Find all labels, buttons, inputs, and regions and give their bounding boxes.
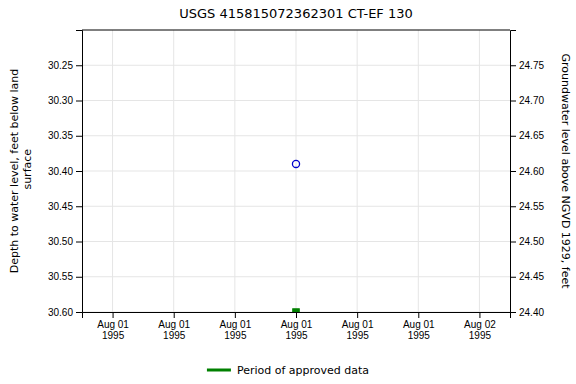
tick-label: 30.55	[48, 271, 73, 282]
grid-line	[82, 276, 510, 277]
tick-mark	[510, 171, 516, 172]
tick-label: Aug 011995	[342, 319, 374, 341]
tick-mark	[510, 277, 516, 278]
x-axis: Aug 011995 Aug 011995 Aug 011995 Aug 011995…	[83, 312, 511, 341]
tick: 30.35	[48, 130, 82, 141]
tick-mark	[510, 312, 516, 313]
point	[293, 309, 299, 312]
tick-mark	[76, 136, 82, 137]
tick-mark	[113, 312, 114, 318]
tick-mark	[76, 312, 82, 313]
y-axis-title: Depth to water level, feet below land su…	[8, 69, 34, 274]
tick: Aug 011995	[97, 312, 129, 341]
tick-label: Aug 011995	[97, 319, 129, 341]
tick-label: 24.65	[519, 130, 544, 141]
chart: Aug 011995 Aug 011995 Aug 011995 Aug 011995…	[0, 0, 576, 384]
tick-label: 24.55	[519, 201, 544, 212]
tick: 24.50	[510, 236, 544, 247]
tick-mark	[510, 206, 516, 207]
grid-line	[82, 65, 510, 66]
tick-mark	[418, 312, 419, 318]
tick: Aug 011995	[158, 312, 190, 341]
tick-mark	[76, 206, 82, 207]
y-axis: 30.25 30.30 30.35 30.40 30.45 30.50 30.55 30.60	[48, 31, 83, 318]
tick-label: 24.50	[519, 236, 544, 247]
tick: 24.55	[510, 201, 544, 212]
tick-label: 30.25	[48, 60, 73, 71]
tick: 30.45	[48, 201, 82, 212]
legend-swatch	[207, 369, 231, 372]
title: USGS 415815072362301 CT-EF 130	[179, 6, 413, 21]
tick: 24.65	[510, 130, 544, 141]
tick: 24.45	[510, 271, 544, 282]
tick-label: Aug 011995	[158, 319, 190, 341]
tick-label: 24.60	[519, 166, 544, 177]
tick-mark	[296, 312, 297, 318]
tick: 24.70	[510, 95, 544, 106]
tick: Aug 011995	[220, 312, 252, 341]
grid-line	[82, 241, 510, 242]
axis-line	[76, 31, 83, 313]
tick-mark	[510, 136, 516, 137]
tick-mark	[357, 312, 358, 318]
tick-mark	[510, 65, 516, 66]
tick-label: 30.35	[48, 130, 73, 141]
legend-item: Period of approved data	[207, 364, 369, 377]
tick: 30.25	[48, 60, 82, 71]
grid-line	[82, 100, 510, 101]
tick: Aug 021995	[464, 312, 496, 341]
tick-label: Aug 021995	[464, 319, 496, 341]
y2-axis: 24.75 24.70 24.65 24.60 24.55 24.50 24.45 24.40	[510, 31, 544, 318]
legend: Period of approved data	[207, 364, 369, 377]
tick-label: 30.30	[48, 95, 73, 106]
plot: Aug 011995 Aug 011995 Aug 011995 Aug 011995…	[48, 30, 544, 341]
tick-mark	[76, 101, 82, 102]
axis-line	[511, 31, 517, 313]
y2-axis-title: Groundwater level above NGVD 1929, feet	[559, 53, 572, 289]
tick: 24.40	[510, 307, 544, 318]
tick-label: 30.50	[48, 236, 73, 247]
tick-mark	[76, 65, 82, 66]
tick-mark	[479, 312, 480, 318]
grid	[82, 30, 510, 312]
tick: Aug 011995	[403, 312, 435, 341]
tick-mark	[235, 312, 236, 318]
frame	[82, 30, 510, 31]
tick: 30.50	[48, 236, 82, 247]
tick-mark	[76, 171, 82, 172]
tick-mark	[76, 277, 82, 278]
tick-label: 24.75	[519, 60, 544, 71]
grid-line	[82, 135, 510, 136]
legend-label: Period of approved data	[237, 364, 369, 377]
tick: 30.40	[48, 166, 82, 177]
tick-mark	[510, 101, 516, 102]
tick-label: 30.40	[48, 166, 73, 177]
axis-line	[83, 313, 511, 319]
tick-mark	[174, 312, 175, 318]
tick: 24.60	[510, 166, 544, 177]
tick-label: 30.60	[48, 307, 73, 318]
tick: Aug 011995	[281, 312, 313, 341]
tick-mark	[76, 242, 82, 243]
tick: 30.30	[48, 95, 82, 106]
point	[292, 160, 299, 167]
tick-label: 30.45	[48, 201, 73, 212]
tick-label: 24.70	[519, 95, 544, 106]
tick: 24.75	[510, 60, 544, 71]
tick-label: Aug 011995	[403, 319, 435, 341]
tick-label: Aug 011995	[281, 319, 313, 341]
tick: 30.60	[48, 307, 82, 318]
grid-line	[82, 206, 510, 207]
tick: Aug 011995	[342, 312, 374, 341]
marks	[292, 160, 299, 312]
tick-label: 24.45	[519, 271, 544, 282]
tick-mark	[510, 242, 516, 243]
tick: 30.55	[48, 271, 82, 282]
grid-line	[82, 171, 510, 172]
tick-label: Aug 011995	[220, 319, 252, 341]
tick-label: 24.40	[519, 307, 544, 318]
